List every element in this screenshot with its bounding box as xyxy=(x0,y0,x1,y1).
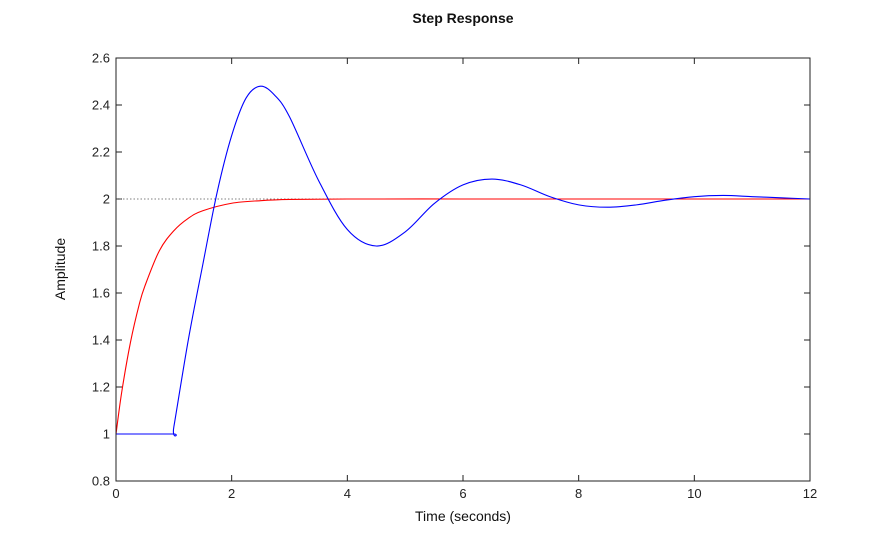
y-tick-label: 2 xyxy=(103,192,110,207)
x-tick-label: 10 xyxy=(687,486,701,501)
y-tick-label: 1.2 xyxy=(92,380,110,395)
y-tick-label: 1.4 xyxy=(92,333,110,348)
y-tick-label: 1 xyxy=(103,427,110,442)
x-tick-label: 0 xyxy=(112,486,119,501)
y-tick-label: 2.4 xyxy=(92,98,110,113)
x-axis-label: Time (seconds) xyxy=(415,508,511,524)
y-axis-label: Amplitude xyxy=(52,238,68,300)
plot-frame xyxy=(115,57,811,482)
y-tick-label: 1.6 xyxy=(92,286,110,301)
y-tick-label: 2.6 xyxy=(92,51,110,66)
y-tick-label: 0.8 xyxy=(92,474,110,489)
x-tick-label: 12 xyxy=(803,486,817,501)
series-lines xyxy=(115,85,811,437)
x-tick-label: 8 xyxy=(575,486,582,501)
chart-title: Step Response xyxy=(412,10,513,26)
y-tick-label: 1.8 xyxy=(92,239,110,254)
x-tick-label: 4 xyxy=(344,486,351,501)
x-tick-label: 2 xyxy=(228,486,235,501)
y-tick-label: 2.2 xyxy=(92,145,110,160)
blue-response-line xyxy=(116,85,811,437)
x-tick-label: 6 xyxy=(459,486,466,501)
red-response-line xyxy=(115,198,810,435)
